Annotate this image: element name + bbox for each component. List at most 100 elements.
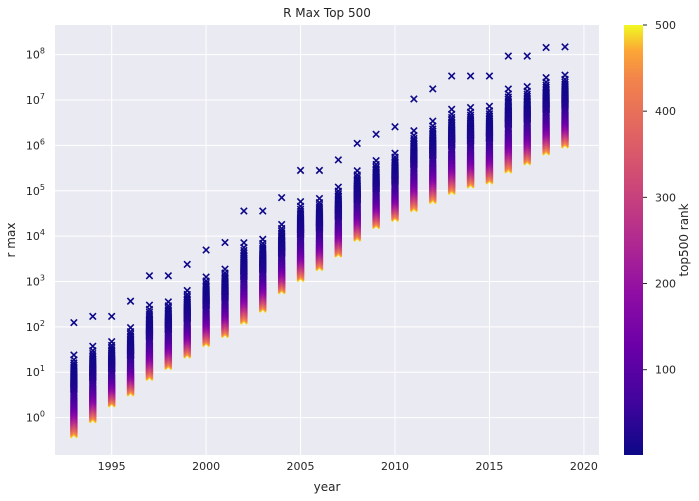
data-point — [145, 308, 154, 317]
data-point — [542, 73, 550, 82]
data-point — [466, 72, 475, 80]
x-tick-label: 2015 — [475, 460, 503, 473]
data-point — [259, 235, 267, 244]
y-ticks: 100 101 102 103 104 105 106 107 108 — [26, 47, 45, 425]
x-tick-label: 1995 — [98, 460, 126, 473]
data-point — [202, 246, 210, 254]
data-point — [429, 85, 437, 93]
data-point — [410, 137, 418, 145]
colorbar-tick-label: 500 — [655, 19, 676, 32]
data-point — [504, 85, 513, 93]
data-point — [485, 109, 494, 118]
data-point — [107, 312, 116, 321]
y-tick-label: 101 — [26, 364, 45, 379]
data-point — [315, 166, 324, 175]
data-point — [447, 72, 456, 80]
colorbar — [624, 25, 643, 455]
colorbar-label: top500 rank — [677, 203, 691, 276]
y-axis-label: r max — [4, 223, 18, 258]
data-point — [202, 279, 210, 288]
data-point — [296, 197, 305, 206]
data-point — [164, 304, 173, 313]
data-point — [315, 194, 324, 203]
data-point — [391, 155, 399, 164]
plot-area — [55, 25, 599, 455]
data-point — [447, 105, 456, 114]
data-point — [542, 43, 550, 52]
data-point — [126, 330, 135, 338]
data-point — [221, 238, 229, 247]
data-point — [372, 163, 380, 171]
data-point — [353, 139, 361, 148]
data-point — [429, 125, 437, 133]
data-point — [315, 201, 324, 210]
data-point — [429, 127, 437, 136]
data-point — [353, 173, 361, 182]
data-point — [277, 193, 286, 202]
data-point — [485, 102, 494, 111]
data-point — [372, 130, 380, 139]
data-point — [164, 271, 173, 280]
data-point — [410, 134, 418, 143]
x-tick-label: 2020 — [570, 460, 598, 473]
data-point — [221, 265, 229, 273]
data-point — [542, 81, 550, 89]
data-point — [107, 344, 116, 352]
data-point — [504, 52, 513, 60]
data-point — [523, 52, 531, 60]
data-point — [240, 238, 248, 247]
data-point — [485, 72, 494, 80]
data-point — [410, 95, 418, 103]
x-ticks: 1995 2000 2005 2010 2015 2020 — [98, 460, 598, 473]
data-point — [240, 249, 248, 257]
colorbar-tick-label: 300 — [655, 191, 676, 204]
data-point — [561, 43, 569, 51]
data-point — [107, 337, 116, 346]
data-point — [466, 103, 475, 112]
data-point — [183, 286, 191, 295]
data-point — [164, 298, 173, 306]
y-tick-label: 104 — [26, 228, 45, 243]
colorbar-tick-label: 400 — [655, 105, 676, 118]
x-tick-label: 2005 — [287, 460, 315, 473]
data-point — [391, 149, 399, 157]
data-point — [221, 271, 229, 280]
x-tick-label: 2010 — [381, 460, 409, 473]
data-point — [183, 260, 191, 269]
data-point — [183, 293, 191, 301]
colorbar-tick-label: 100 — [655, 364, 676, 377]
y-tick-label: 100 — [26, 410, 45, 425]
data-point — [561, 71, 569, 79]
x-tick-label: 2000 — [192, 460, 220, 473]
data-point — [89, 349, 97, 358]
data-point — [277, 227, 286, 235]
data-point — [334, 156, 343, 164]
data-point — [70, 361, 78, 370]
y-tick-label: 105 — [26, 183, 45, 198]
data-point — [447, 116, 456, 124]
data-point — [391, 123, 399, 131]
data-point — [504, 95, 513, 104]
data-point — [334, 183, 343, 191]
data-point — [126, 297, 135, 305]
data-point — [126, 323, 135, 332]
data-point — [561, 78, 569, 86]
data-point — [296, 205, 305, 214]
y-tick-label: 107 — [26, 92, 45, 107]
y-tick-label: 103 — [26, 273, 45, 288]
data-points — [70, 43, 569, 439]
data-point — [410, 126, 418, 135]
colorbar-ticks: 100 200 300 400 500 — [643, 19, 676, 377]
colorbar-tick-label: 200 — [655, 278, 676, 291]
data-point — [429, 117, 437, 125]
data-point — [240, 207, 248, 215]
data-point — [334, 190, 343, 198]
data-point — [296, 166, 305, 175]
data-point — [353, 167, 361, 175]
data-point — [145, 271, 154, 280]
data-point — [70, 351, 78, 359]
data-point — [259, 207, 267, 215]
x-axis-label: year — [314, 480, 341, 494]
data-point — [523, 90, 531, 98]
